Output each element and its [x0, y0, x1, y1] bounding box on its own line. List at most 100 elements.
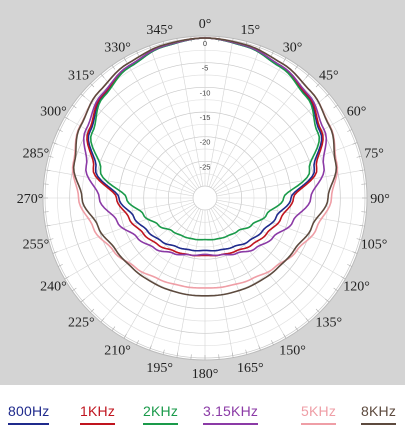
angle-label: 285° [23, 147, 50, 162]
angle-label: 120° [343, 280, 370, 295]
outer-tick [111, 65, 116, 70]
outer-tick [48, 155, 54, 158]
outer-tick [347, 129, 352, 132]
radial-label: 0 [203, 39, 207, 48]
outer-tick [325, 93, 330, 98]
outer-tick [45, 169, 51, 172]
grid-spoke [101, 206, 198, 321]
outer-tick [90, 308, 95, 313]
outer-tick [359, 224, 365, 227]
legend-swatch [143, 423, 179, 425]
angle-label: 30° [283, 40, 303, 55]
grid-spoke [206, 40, 234, 187]
outer-tick [90, 83, 95, 88]
series-line-800hz [87, 37, 323, 252]
grid-spoke [176, 40, 204, 187]
outer-tick [352, 251, 358, 254]
outer-tick [111, 326, 116, 331]
outer-tick [136, 340, 139, 345]
angle-label: 150° [279, 344, 306, 359]
outer-tick [325, 298, 330, 303]
outer-tick [72, 104, 77, 109]
outer-tick [347, 264, 352, 267]
legend-label: 800Hz [8, 403, 50, 419]
angle-label: 0° [199, 17, 212, 32]
series-line-3-15khz [82, 37, 328, 257]
outer-tick [258, 345, 261, 351]
grid-spoke [206, 209, 234, 356]
legend-swatch [80, 423, 116, 425]
grid-spoke [216, 142, 356, 195]
outer-tick [58, 129, 63, 132]
angle-label: 135° [315, 316, 342, 331]
outer-tick [52, 251, 58, 254]
polar-chart: 0 -5 -10 -15 -20 -25 0° 15° 30° 45° 60° 75° 90° 105° 1… [17, 17, 390, 382]
angle-label: 345° [146, 23, 173, 38]
outer-tick [100, 73, 105, 78]
grid-spoke [208, 47, 261, 187]
angle-label: 210° [104, 344, 131, 359]
legend-swatch [8, 423, 50, 425]
legend: 800Hz 1KHz 2KHz 3.15KHz 5KHz 8KHz [0, 385, 405, 429]
grid-spoke [216, 199, 363, 227]
grid-spoke [215, 203, 344, 279]
outer-tick [52, 142, 58, 145]
legend-item: 8KHz [361, 403, 397, 425]
outer-tick [64, 276, 70, 280]
outer-tick [352, 142, 358, 145]
grid-spoke [215, 117, 344, 193]
series-line-1khz [86, 37, 324, 257]
grid-spoke [47, 169, 194, 197]
outer-tick [294, 326, 299, 331]
legend-swatch [203, 423, 259, 425]
outer-tick [271, 51, 274, 56]
outer-tick [123, 57, 127, 63]
angle-label: 180° [192, 367, 219, 382]
outer-tick [315, 308, 320, 313]
grid-spoke [208, 209, 261, 349]
legend-item: 5KHz [301, 403, 337, 425]
angle-label: 60° [347, 105, 367, 120]
outer-tick [80, 298, 85, 303]
outer-tick [45, 224, 51, 227]
angle-label: 300° [40, 105, 67, 120]
angle-label: 330° [104, 40, 131, 55]
outer-tick [333, 287, 338, 292]
series-line-2khz [89, 37, 321, 241]
legend-item: 2KHz [143, 403, 179, 425]
grid-spoke [47, 199, 194, 227]
legend-swatch [361, 423, 397, 425]
grid-spoke [101, 75, 198, 190]
outer-tick [340, 276, 346, 280]
outer-tick [100, 318, 105, 323]
grid-spoke [216, 169, 363, 197]
angle-label: 255° [23, 237, 50, 252]
legend-item: 1KHz [80, 403, 116, 425]
grid-spoke [213, 94, 328, 191]
outer-tick [315, 83, 320, 88]
grid-spoke [54, 201, 194, 254]
grid-spoke [149, 47, 202, 187]
legend-label: 1KHz [80, 403, 116, 419]
outer-tick [305, 318, 310, 323]
angle-label: 315° [68, 68, 95, 83]
outer-tick [231, 352, 234, 358]
radial-label: -15 [200, 113, 211, 122]
angle-label: 225° [68, 316, 95, 331]
angle-label: 195° [146, 361, 173, 376]
angle-label: 240° [40, 280, 67, 295]
radial-label: -25 [200, 162, 211, 171]
outer-tick [356, 155, 362, 158]
grid-spoke [210, 59, 286, 188]
legend-label: 2KHz [143, 403, 179, 419]
outer-tick [305, 73, 310, 78]
legend-swatch [301, 423, 337, 425]
legend-label: 5KHz [301, 403, 337, 419]
legend-label: 3.15KHz [203, 403, 259, 419]
angle-label: 105° [361, 237, 388, 252]
outer-tick [359, 169, 365, 172]
radial-label: -20 [200, 138, 211, 147]
grid-spoke [66, 203, 195, 279]
radial-label: -10 [200, 88, 211, 97]
outer-tick [245, 349, 248, 355]
